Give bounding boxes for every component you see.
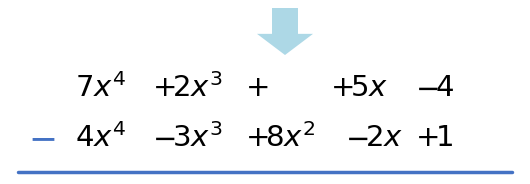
Text: $+$: $+$ [245, 123, 268, 153]
Text: $7x^4$: $7x^4$ [75, 73, 126, 103]
Text: $8x^2$: $8x^2$ [265, 123, 315, 153]
Text: $2x$: $2x$ [365, 123, 403, 153]
Text: $-$: $-$ [415, 73, 438, 102]
Text: $-$: $-$ [345, 123, 368, 153]
Text: $+$: $+$ [415, 123, 438, 153]
Text: $4$: $4$ [435, 73, 454, 102]
Text: $1$: $1$ [435, 123, 453, 153]
Text: $2x^3$: $2x^3$ [172, 73, 223, 103]
Text: $+$: $+$ [245, 73, 268, 102]
Text: $3x^3$: $3x^3$ [172, 123, 223, 153]
Text: $+$: $+$ [330, 73, 354, 102]
Text: $+$: $+$ [152, 73, 175, 102]
Polygon shape [257, 8, 313, 55]
Text: $5x$: $5x$ [350, 73, 388, 102]
Text: $-$: $-$ [28, 121, 55, 155]
Text: $4x^4$: $4x^4$ [75, 123, 126, 153]
Text: $-$: $-$ [152, 123, 175, 153]
